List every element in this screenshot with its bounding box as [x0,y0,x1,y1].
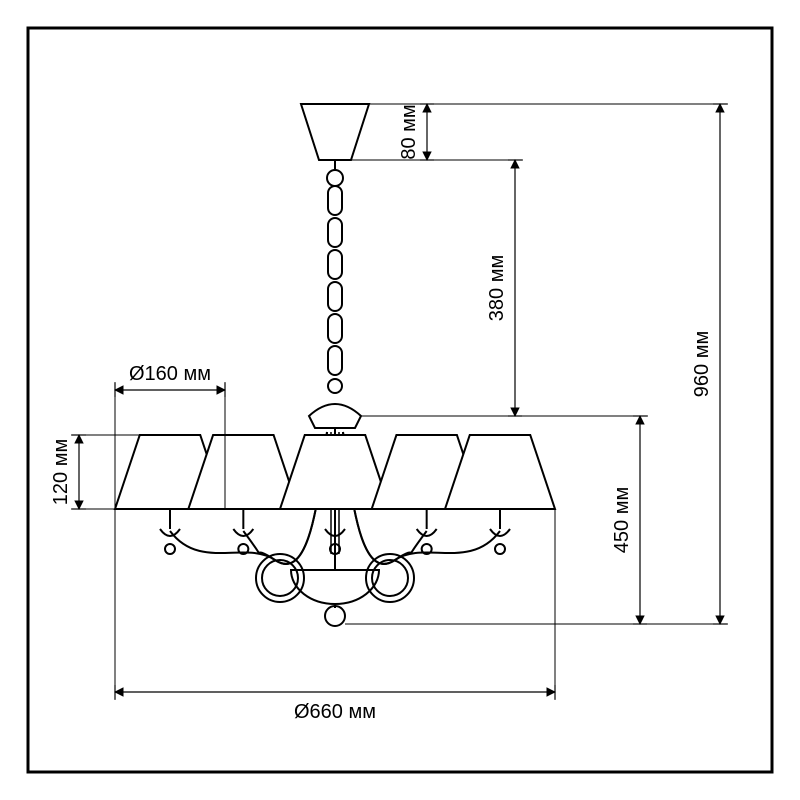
dim-chain-length: 380 мм [486,255,508,321]
dim-shade-diameter: Ø160 мм [129,363,211,385]
chain-link [328,314,342,343]
lamp-shade [280,435,390,509]
dim-shade-height: 120 мм [50,439,72,505]
dim-total-height: 960 мм [691,331,713,397]
body-cap [309,404,361,428]
chain-link [328,186,342,215]
chain-link [328,346,342,375]
chain-link [328,250,342,279]
chain-link [328,282,342,311]
dim-body-height: 450 мм [611,487,633,553]
finial [325,606,345,626]
canopy [301,104,369,160]
dim-total-diameter: Ø660 мм [294,701,376,723]
chain-link [328,218,342,247]
dim-canopy-height: 80 мм [398,104,420,159]
